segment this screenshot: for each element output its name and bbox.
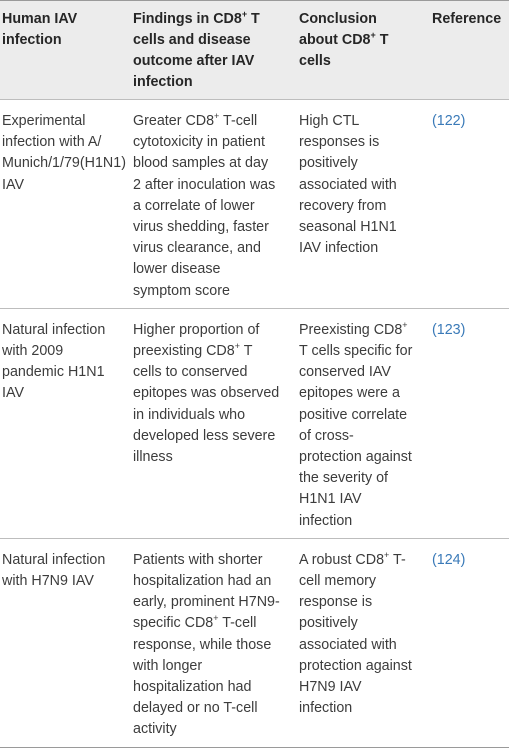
cell-conclusion: A robust CD8+ T-cell memory response is … [299,549,412,717]
cell-infection: Natural infection with H7N9 IAV [2,551,106,590]
table-row: Experimental infection with A/ Munich/1/… [0,99,509,309]
cell-findings: Patients with shorter hospitalization ha… [133,551,280,738]
table-row: Natural infection with H7N9 IAV Patients… [0,538,509,748]
cell-infection: Natural infection with 2009 pandemic H1N… [2,321,106,402]
header-findings: Findings in CD8+ T cells and disease out… [133,9,260,91]
cell-infection: Experimental infection with A/ Munich/1/… [2,113,126,193]
header-conclusion: Conclusion about CD8+ T cells [299,11,389,69]
cell-findings: Greater CD8+ T-cell cytotoxicity in pati… [133,111,276,299]
reference-link[interactable]: (122) [432,113,466,129]
cell-conclusion: High CTL responses is positively associa… [299,113,397,257]
reference-link[interactable]: (123) [432,321,466,338]
cell-findings: Higher proportion of preexisting CD8+ T … [133,321,280,466]
table-row: Natural infection with 2009 pandemic H1N… [0,308,509,538]
cell-conclusion: Preexisting CD8+ T cells specific for co… [299,319,413,529]
table-header-row: Human IAV infection Findings in CD8+ T c… [0,0,509,100]
header-infection: Human IAV infection [2,11,78,48]
reference-link[interactable]: (124) [432,551,466,568]
header-reference: Reference [432,11,502,27]
